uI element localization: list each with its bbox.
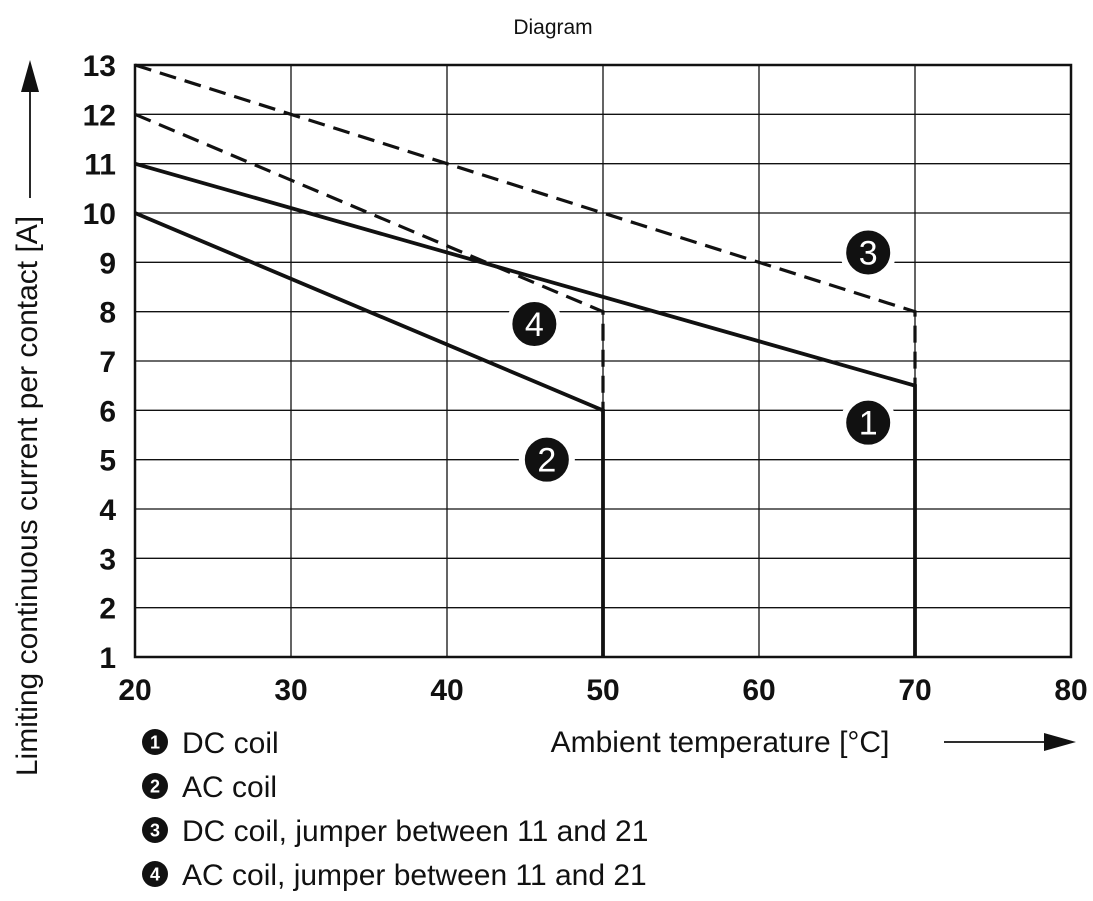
series-lines xyxy=(134,63,917,657)
series-line-2 xyxy=(134,211,605,657)
y-tick-label: 9 xyxy=(99,247,116,280)
y-tick-label: 10 xyxy=(83,198,116,231)
legend: 1 DC coil 2 AC coil 3 DC coil, jumper between… xyxy=(142,727,648,892)
x-tick-label: 70 xyxy=(898,674,931,707)
x-tick-label: 20 xyxy=(118,674,151,707)
legend-label-2: AC coil xyxy=(182,771,277,804)
marker-circle-2 xyxy=(518,431,575,488)
y-axis-arrow-head xyxy=(21,60,39,92)
y-axis-title: Limiting continuous current per contact … xyxy=(11,216,44,776)
marker-label-4: 4 xyxy=(525,306,544,344)
x-axis-ticks: 20 30 40 50 60 70 80 xyxy=(118,674,1087,707)
marker-label-3: 3 xyxy=(859,234,878,272)
legend-badge-label-2: 2 xyxy=(150,777,160,797)
x-tick-label: 30 xyxy=(274,674,307,707)
legend-badge-label-3: 3 xyxy=(150,821,160,841)
y-tick-label: 2 xyxy=(99,593,116,626)
y-tick-label: 4 xyxy=(99,494,116,527)
legend-label-4: AC coil, jumper between 11 and 21 xyxy=(182,859,647,892)
y-tick-label: 11 xyxy=(84,149,116,182)
x-axis-title: Ambient temperature [°C] xyxy=(551,726,890,759)
y-tick-label: 3 xyxy=(99,543,116,576)
series-line-4 xyxy=(134,112,605,411)
x-tick-label: 40 xyxy=(430,674,463,707)
marker-circle-4 xyxy=(506,296,563,352)
y-tick-label: 13 xyxy=(83,50,116,83)
legend-badge-4 xyxy=(142,861,168,887)
legend-badge-3 xyxy=(142,817,168,843)
legend-badge-2 xyxy=(142,773,168,799)
series-markers: 1 2 3 4 xyxy=(506,224,897,488)
x-axis-arrow-head xyxy=(1044,733,1076,751)
marker-label-1: 1 xyxy=(859,405,878,443)
chart-title: Diagram xyxy=(513,16,592,39)
y-tick-label: 8 xyxy=(99,297,116,330)
legend-label-1: DC coil xyxy=(182,727,279,760)
x-tick-label: 50 xyxy=(586,674,619,707)
y-tick-label: 1 xyxy=(99,642,116,675)
y-tick-label: 7 xyxy=(99,346,116,379)
marker-label-2: 2 xyxy=(537,442,556,480)
marker-circle-1 xyxy=(840,394,897,451)
y-axis-arrow xyxy=(21,60,39,198)
y-tick-label: 6 xyxy=(99,395,116,428)
legend-badge-label-4: 4 xyxy=(150,865,160,885)
y-tick-label: 5 xyxy=(99,445,116,478)
legend-badge-label-1: 1 xyxy=(150,733,160,753)
series-line-3 xyxy=(134,63,917,386)
x-tick-label: 80 xyxy=(1054,674,1087,707)
x-axis-arrow xyxy=(944,733,1076,751)
marker-circle-3 xyxy=(840,224,897,281)
y-tick-label: 12 xyxy=(83,99,116,132)
legend-badge-1 xyxy=(142,729,168,755)
legend-label-3: DC coil, jumper between 11 and 21 xyxy=(182,815,648,848)
x-tick-label: 60 xyxy=(742,674,775,707)
